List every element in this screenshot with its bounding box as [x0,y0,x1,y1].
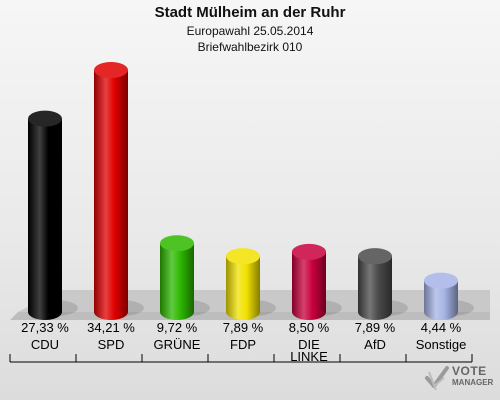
bar-cap [226,248,260,265]
bar-cap [424,272,458,289]
bar-afd [358,256,392,320]
value-label: 8,50 % [289,320,330,335]
bar-cap [28,110,62,127]
bar-cap [94,62,128,78]
bar-cdu [28,118,62,320]
category-label: Sonstige [416,337,467,352]
category-label: GRÜNE [154,337,201,352]
value-label: 9,72 % [157,320,198,335]
checkmark-logo-icon [425,366,449,391]
bar-cap [160,235,194,252]
category-label: LINKE [290,349,328,364]
bar-grüne [160,243,194,320]
value-label: 27,33 % [21,320,69,335]
chart-title: Stadt Mülheim an der Ruhr [154,4,346,21]
category-label: AfD [364,337,386,352]
bar-cap [358,248,392,265]
value-label: 7,89 % [355,320,396,335]
bar-sonstige [424,280,458,320]
bar-fdp [226,256,260,320]
value-label: 4,44 % [421,320,462,335]
bar-die-linke [292,251,326,320]
value-label: 34,21 % [87,320,135,335]
category-label: CDU [31,337,59,352]
category-label: SPD [98,337,125,352]
bar-spd [94,70,128,320]
chart-subtitle: Europawahl 25.05.2014 [186,24,314,38]
logo-line1: VOTE [452,364,487,378]
category-label: DIE [298,337,320,352]
category-label: FDP [230,337,256,352]
vote-manager-logo: VOTE MANAGER [424,362,494,396]
chart-subtitle-district: Briefwahlbezirk 010 [197,40,303,54]
logo-line2: MANAGER [452,378,494,387]
value-label: 7,89 % [223,320,264,335]
bar-cap [292,243,326,260]
